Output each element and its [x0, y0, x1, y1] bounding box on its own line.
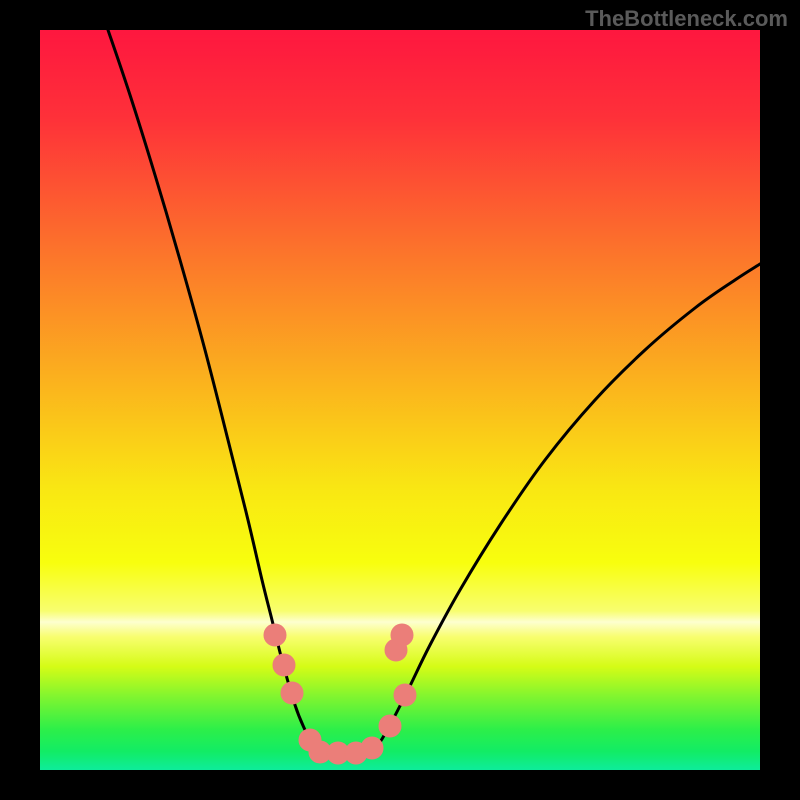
bottleneck-curve-chart: [0, 0, 800, 800]
watermark-text: TheBottleneck.com: [585, 6, 788, 32]
chart-container: TheBottleneck.com: [0, 0, 800, 800]
